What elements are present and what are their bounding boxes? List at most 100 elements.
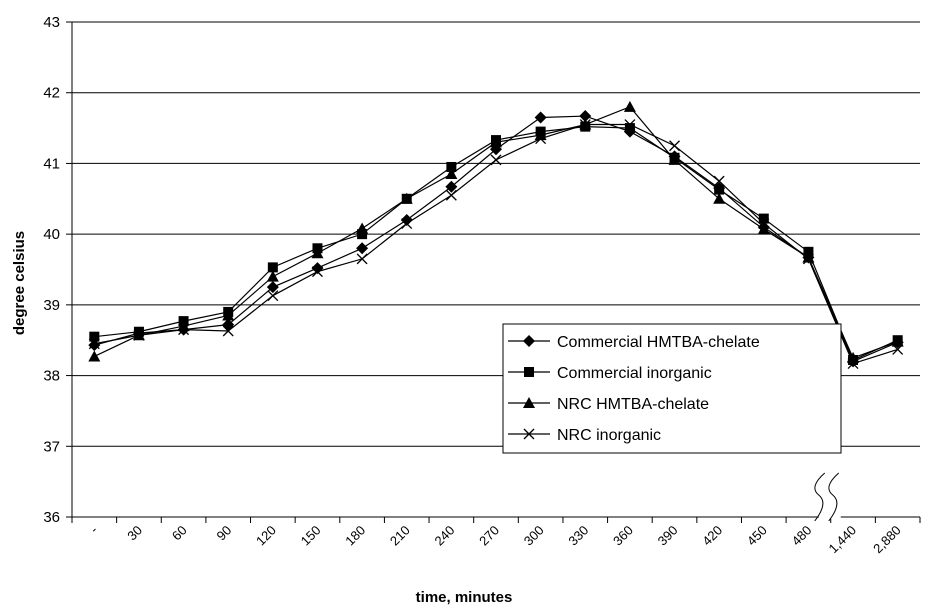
legend-marker: [523, 428, 535, 440]
y-tick-label: 37: [43, 438, 60, 455]
x-marker-stroke: [445, 189, 457, 201]
data-point: [445, 189, 457, 201]
data-point: [356, 253, 368, 265]
data-point: [624, 123, 635, 134]
x-tick-label: 60: [169, 523, 190, 544]
x-marker-stroke: [133, 329, 145, 341]
y-tick-label: 41: [43, 155, 60, 172]
data-point: [713, 192, 726, 204]
data-point: [802, 251, 815, 263]
legend-marker: [523, 397, 535, 408]
data-point: [490, 154, 502, 166]
x-marker-stroke: [490, 154, 502, 166]
data-point: [222, 309, 235, 321]
y-tick-label: 40: [43, 226, 60, 243]
x-tick-labels: - 30 60 90 120 150 180 210 240 270 300 330 360 390 420…: [87, 523, 904, 557]
data-point: [579, 119, 591, 130]
axis-break: [814, 472, 841, 522]
data-point: [89, 331, 100, 342]
data-point: [266, 270, 279, 282]
y-tick-labels: 36 37 38 39 40 41 42 43: [43, 14, 60, 526]
data-point: [891, 335, 904, 347]
data-point: [445, 180, 458, 193]
x-tick-label: 420: [699, 523, 725, 549]
legend-item: NRC HMTBA-chelate: [508, 396, 709, 413]
data-point: [177, 320, 190, 332]
legend-marker: [524, 367, 534, 377]
x-tick-label: 90: [213, 523, 234, 544]
x-marker-stroke: [88, 338, 100, 350]
data-point: [535, 133, 547, 145]
y-tick-label: 36: [43, 509, 60, 526]
legend-item: Commercial HMTBA-chelate: [508, 334, 760, 351]
legend-label: NRC inorganic: [557, 427, 661, 444]
y-tick-label: 38: [43, 368, 60, 385]
y-tick-label: 42: [43, 85, 60, 102]
x-marker-stroke: [401, 218, 413, 229]
data-point: [713, 175, 725, 187]
data-point: [88, 338, 100, 350]
series-nrc-inorganic: [88, 119, 904, 370]
data-point: [668, 153, 681, 165]
data-point: [400, 192, 413, 204]
x-marker-stroke: [312, 266, 323, 278]
x-marker-stroke: [847, 358, 859, 370]
legend-label: Commercial inorganic: [557, 365, 712, 382]
legend: Commercial HMTBA-chelate Commercial inorg…: [502, 323, 842, 454]
series-lines: [88, 100, 904, 370]
legend-label: NRC HMTBA-chelate: [557, 396, 709, 413]
x-tick-label: 30: [124, 523, 145, 544]
data-point: [356, 242, 369, 255]
x-marker-stroke: [535, 133, 547, 145]
x-tick-label: 450: [744, 523, 770, 549]
data-point: [758, 218, 770, 229]
axes: [66, 21, 921, 523]
data-point: [401, 218, 413, 229]
x-marker-stroke: [892, 343, 904, 355]
x-marker-stroke: [356, 253, 368, 265]
data-point: [312, 266, 323, 278]
x-tick-label: 240: [432, 523, 458, 549]
data-point: [802, 253, 814, 265]
y-axis-title: degree celsius: [11, 231, 28, 335]
axis-break-gap: [818, 473, 841, 519]
legend-marker: [523, 335, 535, 347]
x-marker-stroke: [267, 290, 279, 302]
x-tick-label: 330: [565, 523, 591, 549]
x-marker-stroke: [579, 119, 591, 130]
x-marker-stroke: [523, 428, 535, 440]
data-point: [356, 222, 369, 234]
legend-box: [502, 323, 842, 454]
x-marker-stroke: [758, 218, 770, 229]
x-tick-label: 390: [655, 523, 681, 549]
data-point: [623, 100, 636, 112]
x-marker-stroke: [802, 253, 814, 265]
data-point: [892, 343, 904, 355]
data-point: [579, 110, 592, 123]
x-marker-stroke: [713, 175, 725, 187]
data-point: [311, 247, 324, 259]
data-point: [534, 111, 547, 124]
series-nrc-hmtba-chelate: [88, 100, 904, 363]
data-point: [669, 140, 680, 152]
x-tick-label: 150: [298, 523, 324, 549]
legend-item: Commercial inorganic: [508, 365, 712, 382]
data-point: [133, 329, 145, 341]
x-marker-stroke: [222, 325, 234, 337]
x-marker-stroke: [178, 324, 190, 336]
data-point: [267, 262, 278, 273]
axis-break-line: [814, 472, 826, 522]
x-tick-label: 1,440: [826, 523, 860, 557]
y-tick-label: 39: [43, 297, 60, 314]
x-tick-label: 210: [387, 523, 413, 549]
x-tick-label: -: [87, 523, 101, 537]
data-point: [222, 325, 234, 337]
x-tick-label: 270: [476, 523, 502, 549]
data-point: [400, 214, 413, 226]
legend-item: NRC inorganic: [508, 427, 661, 444]
data-point: [446, 161, 457, 172]
legend-label: Commercial HMTBA-chelate: [557, 334, 760, 351]
data-point: [624, 119, 636, 130]
data-point: [490, 136, 502, 148]
